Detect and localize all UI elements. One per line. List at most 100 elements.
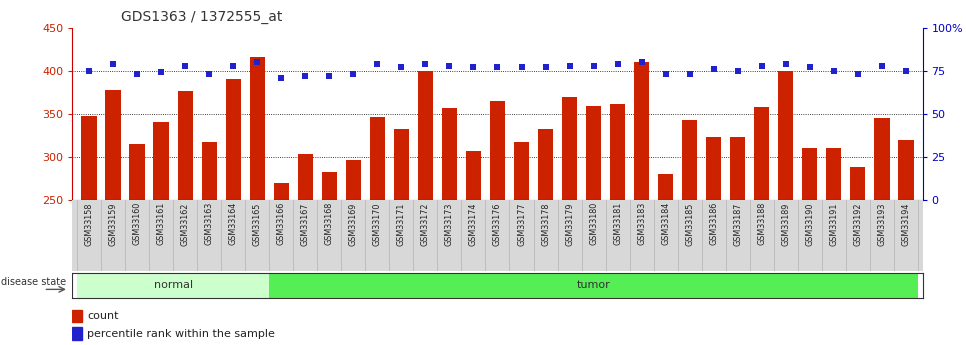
Bar <box>634 62 649 200</box>
Text: GSM33177: GSM33177 <box>517 202 526 246</box>
Point <box>826 68 841 73</box>
Text: GSM33183: GSM33183 <box>637 202 646 246</box>
Bar <box>682 120 697 200</box>
Point <box>658 71 673 77</box>
Text: GSM33191: GSM33191 <box>829 202 838 246</box>
Point <box>538 65 554 70</box>
Text: GSM33165: GSM33165 <box>253 202 262 246</box>
Bar <box>730 137 746 200</box>
Text: tumor: tumor <box>577 280 611 290</box>
Bar <box>753 107 770 200</box>
Text: GSM33178: GSM33178 <box>541 202 550 246</box>
Text: GSM33173: GSM33173 <box>445 202 454 246</box>
Text: GSM33158: GSM33158 <box>85 202 94 246</box>
Text: GSM33187: GSM33187 <box>733 202 742 246</box>
Point <box>178 63 193 68</box>
Point <box>802 65 817 70</box>
Point <box>490 65 505 70</box>
Point <box>753 63 769 68</box>
Bar <box>778 71 793 200</box>
Bar <box>129 144 145 200</box>
Text: GSM33185: GSM33185 <box>685 202 695 246</box>
Text: disease state: disease state <box>1 277 66 287</box>
Bar <box>178 91 193 200</box>
Text: GSM33169: GSM33169 <box>349 202 358 246</box>
Bar <box>81 116 97 200</box>
Text: GDS1363 / 1372555_at: GDS1363 / 1372555_at <box>121 10 282 24</box>
Text: GSM33160: GSM33160 <box>132 202 142 246</box>
Bar <box>72 310 82 322</box>
Point <box>682 71 697 77</box>
Point <box>898 68 914 73</box>
Bar <box>514 142 529 200</box>
Bar <box>898 140 914 200</box>
Text: GSM33164: GSM33164 <box>229 202 238 246</box>
Point <box>81 68 97 73</box>
Bar <box>105 90 121 200</box>
Text: percentile rank within the sample: percentile rank within the sample <box>87 329 275 338</box>
Text: GSM33174: GSM33174 <box>469 202 478 246</box>
Bar <box>585 106 602 200</box>
Text: GSM33168: GSM33168 <box>325 202 334 246</box>
Text: count: count <box>87 311 119 321</box>
Text: GSM33180: GSM33180 <box>589 202 598 246</box>
Text: GSM33184: GSM33184 <box>661 202 670 246</box>
Text: GSM33162: GSM33162 <box>181 202 189 246</box>
Bar <box>417 71 434 200</box>
Bar <box>346 159 361 200</box>
Bar <box>322 172 337 200</box>
Text: GSM33181: GSM33181 <box>613 202 622 246</box>
Text: GSM33176: GSM33176 <box>493 202 502 246</box>
Text: GSM33167: GSM33167 <box>300 202 310 246</box>
Point <box>298 73 313 79</box>
Bar <box>72 327 82 340</box>
Bar <box>202 142 217 200</box>
Bar <box>441 108 457 200</box>
Point <box>273 75 289 80</box>
Point <box>249 59 265 65</box>
Text: GSM33171: GSM33171 <box>397 202 406 246</box>
Text: GSM33189: GSM33189 <box>781 202 790 246</box>
Bar <box>658 174 673 200</box>
Point <box>202 71 217 77</box>
Point <box>585 63 601 68</box>
Point <box>610 61 625 67</box>
Bar <box>249 57 265 200</box>
Point <box>226 63 242 68</box>
Text: GSM33172: GSM33172 <box>421 202 430 246</box>
Point <box>466 65 481 70</box>
Point <box>562 63 578 68</box>
Point <box>514 65 529 70</box>
Bar <box>154 122 169 200</box>
Point <box>322 73 337 79</box>
Bar <box>466 151 481 200</box>
Text: GSM33190: GSM33190 <box>806 202 814 246</box>
Bar <box>77 273 270 298</box>
Point <box>634 59 649 65</box>
Point <box>874 63 890 68</box>
Point <box>394 65 410 70</box>
Point <box>105 61 121 67</box>
Bar <box>393 129 410 200</box>
Text: GSM33193: GSM33193 <box>877 202 886 246</box>
Text: GSM33179: GSM33179 <box>565 202 574 246</box>
Text: GSM33194: GSM33194 <box>901 202 910 246</box>
Bar <box>370 117 385 200</box>
Bar <box>802 148 817 200</box>
Text: GSM33170: GSM33170 <box>373 202 382 246</box>
Point <box>346 71 361 77</box>
Bar <box>826 148 841 200</box>
Bar <box>610 104 625 200</box>
Point <box>850 71 866 77</box>
Text: normal: normal <box>154 280 193 290</box>
Point <box>370 61 385 67</box>
Point <box>154 70 169 75</box>
Bar <box>298 155 313 200</box>
Text: GSM33186: GSM33186 <box>709 202 718 246</box>
Bar <box>874 118 890 200</box>
Text: GSM33188: GSM33188 <box>757 202 766 246</box>
Point <box>730 68 746 73</box>
Text: GSM33161: GSM33161 <box>156 202 166 246</box>
Point <box>706 66 722 72</box>
Bar <box>273 183 289 200</box>
